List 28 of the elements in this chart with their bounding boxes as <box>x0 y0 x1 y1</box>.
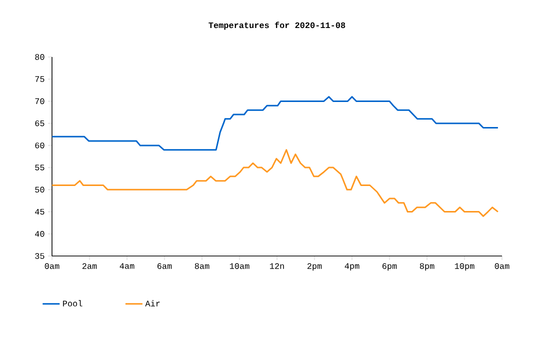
x-tick-label: 0am <box>44 263 60 269</box>
x-tick-label: 10am <box>230 263 250 269</box>
y-tick-label: 65 <box>35 120 44 126</box>
y-tick-label: 35 <box>35 253 44 259</box>
x-tick-label: 2am <box>82 263 97 269</box>
x-tick-label: 6am <box>158 263 172 269</box>
x-tick-label: 10pm <box>454 263 474 271</box>
y-tick-label: 60 <box>35 142 44 148</box>
y-tick-label: 50 <box>35 186 44 193</box>
y-tick-label: 45 <box>35 208 44 215</box>
y-tick-label: 80 <box>35 54 44 60</box>
x-tick-label: 2pm <box>307 263 322 271</box>
x-tick-label: 4pm <box>344 263 360 271</box>
chart-title: Temperatures for 2020-11-08 <box>208 22 346 30</box>
x-tick-label: 12n <box>270 263 284 269</box>
x-tick-label: 0am <box>494 263 510 269</box>
line-series <box>52 149 499 217</box>
x-tick-label: 8am <box>194 263 210 269</box>
y-tick-label: 40 <box>35 231 44 237</box>
y-tick-label: 75 <box>35 76 44 82</box>
legend-label: Air <box>145 300 160 306</box>
x-tick-label: 6pm <box>382 263 397 271</box>
legend-label: Pool <box>63 300 82 306</box>
x-tick-label: 4am <box>120 263 134 269</box>
line-series <box>52 96 499 151</box>
y-tick-label: 70 <box>35 98 44 104</box>
y-tick-label: 55 <box>35 164 44 170</box>
x-tick-label: 8pm <box>420 263 434 271</box>
